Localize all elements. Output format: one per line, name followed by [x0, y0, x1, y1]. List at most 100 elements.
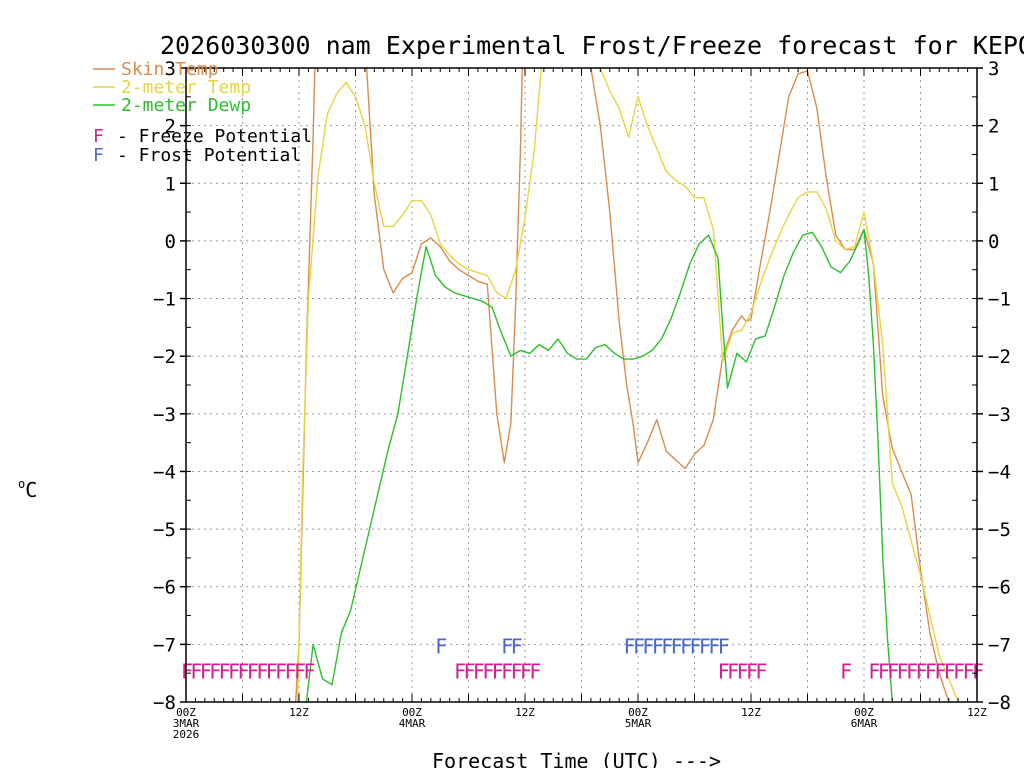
freeze-potential-flag: F [482, 659, 494, 683]
legend-flag-letter: F [93, 145, 104, 166]
x-tick-label: 12Z [515, 706, 535, 719]
freeze-potential-flag: F [963, 659, 975, 683]
y-tick-label-left: −1 [153, 289, 176, 311]
freeze-potential-flag: F [256, 659, 268, 683]
legend-entry: 2-meter Temp [121, 77, 251, 98]
x-tick-label: 00Z [628, 706, 648, 719]
x-tick-label: 3MAR [173, 717, 200, 730]
freeze-potential-flag: F [266, 659, 278, 683]
y-tick-label-right: 2 [988, 116, 999, 138]
freeze-potential-flag: F [275, 659, 287, 683]
legend-entry: Skin Temp [121, 59, 219, 80]
y-tick-label-left: −2 [153, 346, 176, 368]
freeze-potential-flag: F [529, 659, 541, 683]
y-tick-label-left: −5 [153, 519, 176, 541]
grid [186, 68, 977, 702]
freeze-potential-flag: F [454, 659, 466, 683]
frost-potential-flag: F [633, 635, 645, 659]
freeze-potential-flag: F [746, 659, 758, 683]
freeze-potential-flag: F [492, 659, 504, 683]
freeze-potential-flag: F [209, 659, 221, 683]
freeze-potential-flag: F [953, 659, 965, 683]
series-line-2-meter-temp [296, 68, 959, 702]
freeze-potential-flag: F [737, 659, 749, 683]
freeze-potential-flag: F [501, 659, 513, 683]
axes: 3 3 2 2 1 1 0 0 −1 −1 −2 −2 −3 −3 −4 −4 −5 −5 −6 −6 −7 −7 −8 −8… [153, 58, 1011, 741]
frost-potential-flag: F [435, 635, 447, 659]
frost-potential-flag: F [661, 635, 673, 659]
y-tick-label-left: −6 [153, 577, 176, 599]
freeze-potential-flag: F [718, 659, 730, 683]
y-tick-label-left: 3 [165, 58, 176, 80]
freeze-potential-flag: F [511, 659, 523, 683]
freeze-potential-flag: F [520, 659, 532, 683]
x-tick-label: 12Z [741, 706, 761, 719]
freeze-potential-flag: F [238, 659, 250, 683]
freeze-potential-flag: F [840, 659, 852, 683]
y-tick-label-right: −8 [988, 692, 1011, 714]
y-axis-unit: oC [18, 477, 37, 502]
freeze-potential-flag: F [934, 659, 946, 683]
freeze-potential-flag: F [972, 659, 984, 683]
y-tick-label-right: −1 [988, 289, 1011, 311]
freeze-potential-flag: F [887, 659, 899, 683]
frost-potential-flag: F [708, 635, 720, 659]
y-tick-label-right: −6 [988, 577, 1011, 599]
y-tick-label-left: −4 [153, 461, 176, 483]
freeze-potential-flag: F [285, 659, 297, 683]
y-tick-label-right: −3 [988, 404, 1011, 426]
freeze-potential-flag: F [897, 659, 909, 683]
freeze-potential-flag: F [190, 659, 202, 683]
x-tick-label: 5MAR [625, 717, 652, 730]
x-tick-label: 00Z [176, 706, 196, 719]
x-tick-label: 00Z [854, 706, 874, 719]
freeze-potential-flag: F [247, 659, 259, 683]
frost-potential-flag: F [501, 635, 513, 659]
y-tick-label-right: −5 [988, 519, 1011, 541]
frost-potential-flag: F [718, 635, 730, 659]
y-tick-label-left: 0 [165, 231, 176, 253]
y-tick-label-right: 0 [988, 231, 999, 253]
frost-potential-flag: F [699, 635, 711, 659]
series-line-2-meter-dewp [305, 228, 894, 702]
degree-mark: o [18, 477, 25, 491]
x-tick-label: 12Z [289, 706, 309, 719]
legend-flag-letter: F [93, 126, 104, 147]
x-tick-label: 4MAR [399, 717, 426, 730]
frost-potential-flag: F [642, 635, 654, 659]
freeze-potential-flag: F [473, 659, 485, 683]
freeze-potential-flag: F [925, 659, 937, 683]
freeze-potential-flag: F [755, 659, 767, 683]
freeze-potential-flag: F [464, 659, 476, 683]
x-tick-label: 6MAR [851, 717, 878, 730]
freeze-potential-flag: F [878, 659, 890, 683]
legend-entry: 2-meter Dewp [121, 95, 251, 116]
unit-letter: C [25, 478, 37, 502]
y-tick-label-left: 2 [165, 116, 176, 138]
y-tick-label-left: −3 [153, 404, 176, 426]
freeze-potential-flag: F [944, 659, 956, 683]
y-tick-label-left: −8 [153, 692, 176, 714]
y-tick-label-left: 1 [165, 173, 176, 195]
freeze-potential-flag: F [219, 659, 231, 683]
y-tick-label-right: −2 [988, 346, 1011, 368]
chart-title: 2026030300 nam Experimental Frost/Freeze… [160, 31, 1024, 60]
freeze-potential-flag: F [303, 659, 315, 683]
y-tick-label-left: −7 [153, 634, 176, 656]
frost-potential-flag: F [624, 635, 636, 659]
legend-flag-text: - Frost Potential [117, 145, 301, 166]
freeze-potential-flag: F [916, 659, 928, 683]
frost-potential-flag: F [652, 635, 664, 659]
x-tick-label: 12Z [967, 706, 987, 719]
series-lines [294, 68, 959, 702]
freeze-potential-flag: F [868, 659, 880, 683]
y-tick-label-right: 3 [988, 58, 999, 80]
freeze-potential-flag: F [906, 659, 918, 683]
frost-potential-flag: F [511, 635, 523, 659]
y-tick-label-right: −7 [988, 634, 1011, 656]
x-tick-label: 00Z [402, 706, 422, 719]
x-tick-label: 2026 [173, 728, 200, 741]
